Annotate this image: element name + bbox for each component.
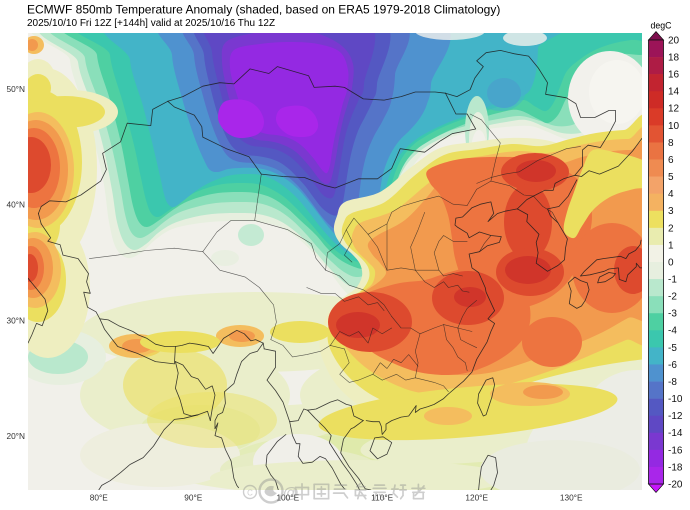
svg-text:110°E: 110°E: [371, 493, 394, 503]
svg-text:-10: -10: [668, 394, 683, 405]
svg-text:0: 0: [668, 257, 674, 268]
svg-text:18: 18: [668, 52, 680, 63]
svg-text:10: 10: [668, 121, 680, 132]
svg-text:C: C: [247, 489, 253, 498]
svg-text:degC: degC: [651, 21, 673, 31]
svg-text:20: 20: [668, 35, 680, 46]
svg-text:14: 14: [668, 87, 680, 98]
svg-text:-4: -4: [668, 326, 677, 337]
svg-text:40°N: 40°N: [6, 200, 25, 210]
svg-text:-20: -20: [668, 479, 683, 490]
svg-text:3: 3: [668, 206, 674, 217]
svg-text:@: @: [283, 485, 299, 502]
svg-text:-16: -16: [668, 445, 683, 456]
svg-text:6: 6: [668, 155, 674, 166]
svg-text:-14: -14: [668, 428, 683, 439]
svg-text:-3: -3: [668, 309, 677, 320]
svg-text:-5: -5: [668, 343, 677, 354]
svg-text:-6: -6: [668, 360, 677, 371]
svg-text:100°E: 100°E: [276, 493, 299, 503]
svg-text:-18: -18: [668, 462, 683, 473]
svg-text:2025/10/10 Fri 12Z [+144h] val: 2025/10/10 Fri 12Z [+144h] valid at 2025…: [27, 18, 275, 29]
svg-text:130°E: 130°E: [560, 493, 583, 503]
svg-text:5: 5: [668, 172, 674, 183]
svg-text:8: 8: [668, 138, 674, 149]
svg-text:16: 16: [668, 70, 680, 81]
svg-text:12: 12: [668, 104, 680, 115]
svg-text:-8: -8: [668, 377, 677, 388]
svg-text:30°N: 30°N: [6, 315, 25, 325]
svg-text:120°E: 120°E: [465, 493, 488, 503]
svg-text:-1: -1: [668, 274, 677, 285]
svg-text:90°E: 90°E: [184, 493, 203, 503]
svg-text:20°N: 20°N: [6, 431, 25, 441]
svg-text:ECMWF 850mb Temperature Anomal: ECMWF 850mb Temperature Anomaly (shaded,…: [27, 3, 500, 17]
svg-text:80°E: 80°E: [90, 493, 109, 503]
svg-text:-12: -12: [668, 411, 683, 422]
svg-text:4: 4: [668, 189, 674, 200]
svg-text:-2: -2: [668, 292, 677, 303]
svg-text:1: 1: [668, 240, 674, 251]
svg-text:50°N: 50°N: [6, 84, 25, 94]
svg-text:2: 2: [668, 223, 674, 234]
